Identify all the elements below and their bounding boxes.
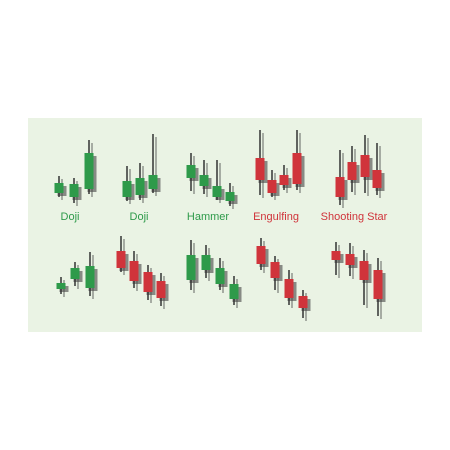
body — [84, 153, 94, 189]
body — [229, 284, 239, 299]
body — [56, 283, 66, 289]
panel — [28, 118, 422, 332]
body — [85, 266, 95, 288]
pattern-label: Doji — [130, 211, 149, 223]
pattern-label: Hammer — [187, 211, 230, 223]
body — [373, 270, 383, 299]
body — [225, 192, 235, 201]
body — [284, 279, 294, 298]
candlesticks — [54, 130, 386, 321]
body — [360, 155, 370, 177]
body — [372, 170, 382, 188]
body — [215, 268, 225, 284]
body — [292, 153, 302, 184]
body — [201, 255, 211, 270]
body — [345, 254, 355, 265]
body — [143, 272, 153, 292]
body — [70, 268, 80, 279]
body — [347, 162, 357, 180]
body — [54, 183, 64, 193]
body — [256, 246, 266, 264]
pattern-label: Engulfing — [253, 211, 299, 223]
body — [255, 158, 265, 180]
body — [186, 165, 196, 178]
body — [199, 175, 209, 186]
body — [122, 181, 132, 197]
body — [156, 281, 166, 298]
body — [331, 251, 341, 260]
body — [129, 261, 139, 281]
body — [267, 180, 277, 193]
body — [359, 261, 369, 280]
body — [69, 184, 79, 197]
body — [148, 175, 158, 189]
body — [135, 178, 145, 195]
body — [186, 255, 196, 280]
body — [116, 251, 126, 268]
pattern-label: Doji — [61, 211, 80, 223]
body — [212, 186, 222, 197]
body — [298, 296, 308, 308]
body — [279, 175, 289, 185]
body — [335, 177, 345, 197]
pattern-label: Shooting Star — [321, 211, 388, 223]
body — [270, 262, 280, 278]
